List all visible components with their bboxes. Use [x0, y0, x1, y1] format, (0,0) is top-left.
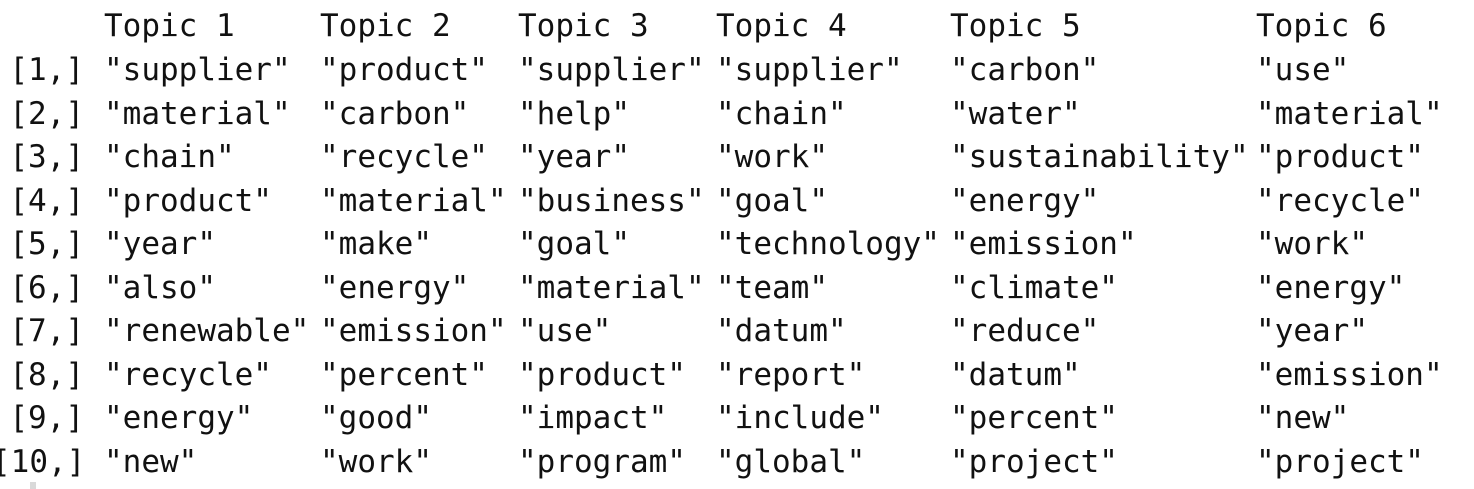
table-cell: "recycle"	[1256, 182, 1424, 219]
table-cell: "year"	[104, 226, 216, 262]
table-cell: "business"	[518, 182, 705, 219]
table-cell: "year"	[1256, 313, 1368, 349]
table-cell: "include"	[716, 400, 884, 436]
header-row: Topic 1 Topic 2 Topic 3 Topic 4 Topic 5 …	[0, 4, 1474, 48]
table-cell: "product"	[104, 182, 272, 219]
table-cell: "new"	[1256, 400, 1350, 436]
table-cell: "chain"	[104, 139, 235, 175]
row-index-label: [9,]	[9, 400, 84, 436]
table-row: [5,] "year" "make" "goal" "technology" "emiss…	[0, 222, 1474, 266]
column-header-topic-4: Topic 4	[716, 8, 847, 44]
table-cell: "recycle"	[320, 139, 488, 175]
table-cell: "year"	[518, 139, 630, 175]
table-cell: "help"	[518, 95, 630, 132]
table-cell: "use"	[1256, 52, 1350, 88]
text-cursor	[30, 482, 36, 489]
table-cell: "work"	[320, 443, 432, 480]
table-cell: "good"	[320, 400, 432, 436]
table-row: [1,] "supplier" "product" "supplier" "suppli…	[0, 48, 1474, 92]
table-row: [9,] "energy" "good" "impact" "include" "perc…	[0, 396, 1474, 440]
table-row: [4,] "product" "material" "business" "goal" "…	[0, 179, 1474, 223]
table-row: [10,] "new" "work" "program" "global" "projec…	[0, 440, 1474, 484]
row-index-label: [5,]	[9, 226, 84, 262]
column-header-topic-1: Topic 1	[104, 8, 235, 44]
table-cell: "supplier"	[104, 52, 291, 88]
table-cell: "energy"	[320, 269, 470, 306]
column-header-topic-3: Topic 3	[518, 8, 649, 44]
table-cell: "use"	[518, 313, 612, 349]
row-index-label: [1,]	[9, 52, 84, 88]
table-cell: "product"	[320, 52, 488, 88]
table-cell: "supplier"	[716, 52, 903, 88]
table-cell: "energy"	[950, 182, 1100, 219]
table-cell: "emission"	[320, 313, 507, 349]
table-row: [2,] "material" "carbon" "help" "chain" "wate…	[0, 92, 1474, 136]
column-header-topic-5: Topic 5	[950, 8, 1081, 44]
table-cell: "also"	[104, 269, 216, 306]
row-index-label: [8,]	[9, 356, 84, 393]
table-cell: "program"	[518, 443, 686, 480]
table-cell: "product"	[1256, 139, 1424, 175]
table-cell: "chain"	[716, 95, 847, 132]
row-index-label: [2,]	[9, 95, 84, 132]
row-index-label: [10,]	[0, 443, 86, 480]
table-cell: "make"	[320, 226, 432, 262]
table-cell: "global"	[716, 443, 866, 480]
table-cell: "impact"	[518, 400, 668, 436]
table-cell: "climate"	[950, 269, 1118, 306]
table-cell: "carbon"	[950, 52, 1100, 88]
table-cell: "supplier"	[518, 52, 705, 88]
table-cell: "technology"	[716, 226, 940, 262]
row-index-label: [7,]	[9, 313, 84, 349]
table-cell: "energy"	[1256, 269, 1406, 306]
row-index-label: [4,]	[9, 182, 84, 219]
table-cell: "carbon"	[320, 95, 470, 132]
table-row: [6,] "also" "energy" "material" "team" "clima…	[0, 266, 1474, 310]
table-cell: "project"	[950, 443, 1118, 480]
table-cell: "material"	[518, 269, 705, 306]
table-cell: "reduce"	[950, 313, 1100, 349]
table-cell: "goal"	[716, 182, 828, 219]
table-cell: "percent"	[320, 356, 488, 393]
table-cell: "project"	[1256, 443, 1424, 480]
table-row: [3,] "chain" "recycle" "year" "work" "sustain…	[0, 135, 1474, 179]
table-cell: "work"	[1256, 226, 1368, 262]
table-cell: "team"	[716, 269, 828, 306]
table-cell: "material"	[1256, 95, 1443, 132]
column-header-topic-2: Topic 2	[320, 8, 451, 44]
table-cell: "product"	[518, 356, 686, 393]
table-cell: "report"	[716, 356, 866, 393]
table-cell: "emission"	[1256, 356, 1443, 393]
table-cell: "work"	[716, 139, 828, 175]
table-cell: "new"	[104, 443, 198, 480]
table-cell: "emission"	[950, 226, 1137, 262]
table-row: [7,] "renewable" "emission" "use" "datum" "re…	[0, 309, 1474, 353]
table-cell: "sustainability"	[950, 139, 1249, 175]
row-index-label: [3,]	[9, 139, 84, 175]
row-index-label: [6,]	[9, 269, 84, 306]
table-cell: "material"	[320, 182, 507, 219]
column-header-topic-6: Topic 6	[1256, 8, 1387, 44]
table-cell: "material"	[104, 95, 291, 132]
table-cell: "renewable"	[104, 313, 310, 349]
table-cell: "water"	[950, 95, 1081, 132]
table-cell: "recycle"	[104, 356, 272, 393]
table-cell: "energy"	[104, 400, 254, 436]
table-cell: "goal"	[518, 226, 630, 262]
table-row: [8,] "recycle" "percent" "product" "report" "…	[0, 353, 1474, 397]
table-cell: "percent"	[950, 400, 1118, 436]
table-cell: "datum"	[716, 313, 847, 349]
table-cell: "datum"	[950, 356, 1081, 393]
